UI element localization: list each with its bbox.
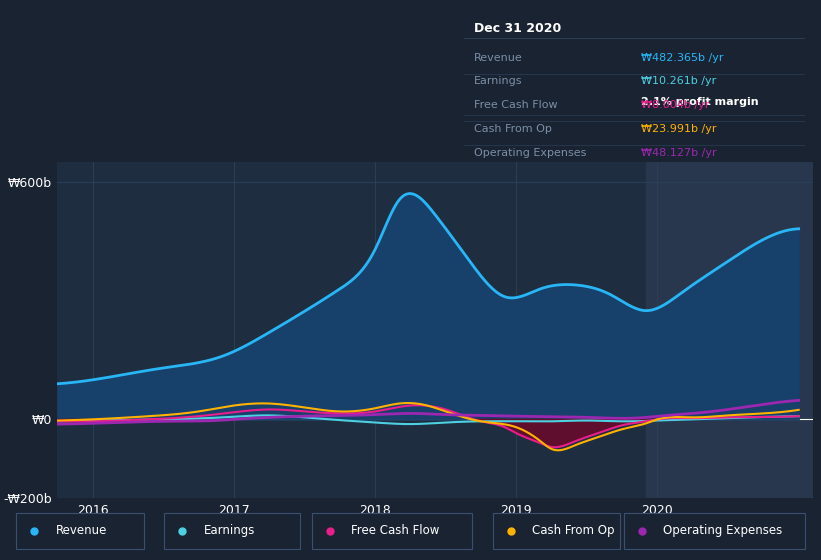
Text: Dec 31 2020: Dec 31 2020 xyxy=(474,22,562,35)
Text: Free Cash Flow: Free Cash Flow xyxy=(474,100,557,110)
Text: Operating Expenses: Operating Expenses xyxy=(663,524,782,537)
Text: Cash From Op: Cash From Op xyxy=(474,124,552,134)
Text: ₩10.261b /yr: ₩10.261b /yr xyxy=(641,77,716,86)
Text: 2.1% profit margin: 2.1% profit margin xyxy=(641,97,759,108)
Text: Earnings: Earnings xyxy=(474,77,523,86)
Text: Operating Expenses: Operating Expenses xyxy=(474,148,586,158)
Text: Revenue: Revenue xyxy=(56,524,108,537)
Text: ₩48.127b /yr: ₩48.127b /yr xyxy=(641,148,717,158)
Text: Free Cash Flow: Free Cash Flow xyxy=(351,524,440,537)
Text: ₩482.365b /yr: ₩482.365b /yr xyxy=(641,53,723,63)
Text: ₩23.991b /yr: ₩23.991b /yr xyxy=(641,124,717,134)
Bar xyxy=(646,162,821,498)
Text: Cash From Op: Cash From Op xyxy=(532,524,614,537)
Text: Revenue: Revenue xyxy=(474,53,523,63)
Text: ₩8.004b /yr: ₩8.004b /yr xyxy=(641,100,709,110)
Text: Earnings: Earnings xyxy=(204,524,255,537)
